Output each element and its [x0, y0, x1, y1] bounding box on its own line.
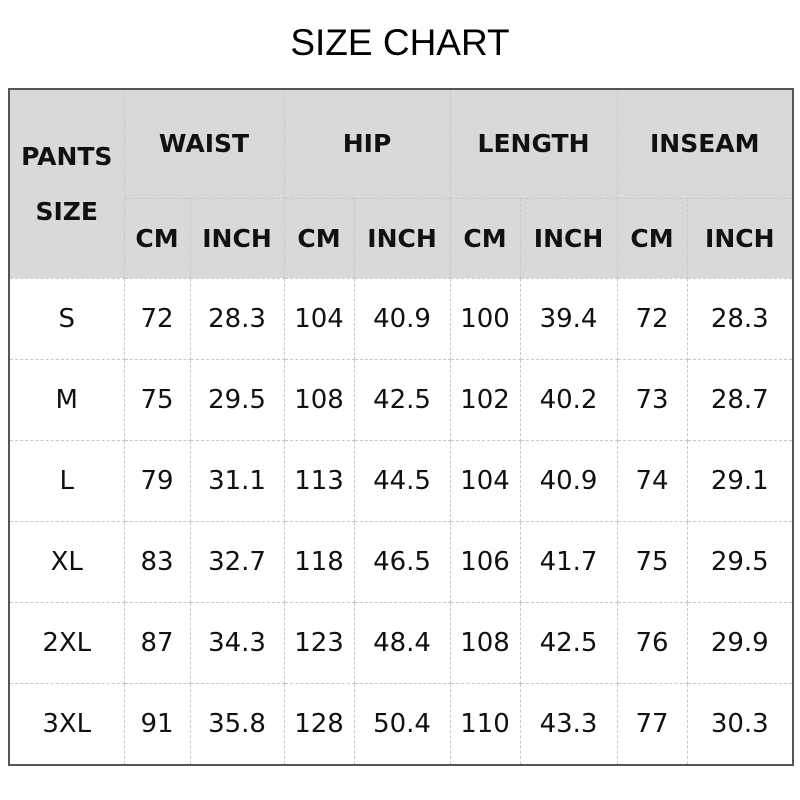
measurement-cell: 83 [123, 520, 191, 603]
measurement-cell: 44.5 [353, 439, 451, 522]
measurement-cell: 29.1 [686, 439, 794, 522]
measurement-cell: 75 [123, 358, 191, 441]
header-row-units: CM INCH CM INCH CM INCH CM INCH [9, 197, 794, 279]
header-row-groups: PANTS SIZE WAIST HIP LENGTH INSEAM [8, 88, 794, 279]
header-length: LENGTH [449, 88, 618, 199]
measurement-cell: 104 [449, 439, 521, 522]
measurement-cell: 102 [449, 358, 521, 441]
measurement-cell: 72 [616, 277, 688, 360]
measurement-cell: 29.9 [686, 601, 794, 684]
measurement-cell: 108 [449, 601, 521, 684]
size-cell: 2XL [8, 601, 125, 684]
measurement-cell: 34.3 [189, 601, 285, 684]
measurement-cell: 74 [616, 439, 688, 522]
measurement-cell: 108 [283, 358, 355, 441]
header-unit-inch: INCH [189, 197, 285, 279]
size-cell: L [8, 439, 125, 522]
size-cell: 3XL [8, 682, 125, 765]
header-unit-cm: CM [283, 197, 355, 279]
measurement-cell: 40.9 [519, 439, 618, 522]
measurement-cell: 123 [283, 601, 355, 684]
size-cell: XL [8, 520, 125, 603]
table-row: S 72 28.3 104 40.9 100 39.4 72 28.3 [8, 277, 794, 360]
measurement-cell: 40.2 [519, 358, 618, 441]
header-inseam: INSEAM [616, 88, 794, 199]
measurement-cell: 72 [123, 277, 191, 360]
measurement-cell: 43.3 [519, 682, 618, 765]
measurement-cell: 77 [616, 682, 688, 765]
measurement-cell: 100 [449, 277, 521, 360]
measurement-cell: 104 [283, 277, 355, 360]
measurement-cell: 28.3 [686, 277, 794, 360]
measurement-cell: 28.3 [189, 277, 285, 360]
header-waist: WAIST [123, 88, 285, 199]
header-unit-cm: CM [616, 197, 688, 279]
table-row: M 75 29.5 108 42.5 102 40.2 73 28.7 [8, 358, 794, 441]
header-pants-size: PANTS SIZE [8, 88, 125, 279]
measurement-cell: 87 [123, 601, 191, 684]
header-hip: HIP [283, 88, 451, 199]
measurement-cell: 29.5 [189, 358, 285, 441]
table-row: 2XL 87 34.3 123 48.4 108 42.5 76 29.9 [8, 601, 794, 684]
measurement-cell: 48.4 [353, 601, 451, 684]
table-row: L 79 31.1 113 44.5 104 40.9 74 29.1 [8, 439, 794, 522]
measurement-cell: 39.4 [519, 277, 618, 360]
measurement-cell: 28.7 [686, 358, 794, 441]
table-row: 3XL 91 35.8 128 50.4 110 43.3 77 30.3 [8, 682, 794, 765]
measurement-cell: 50.4 [353, 682, 451, 765]
measurement-cell: 113 [283, 439, 355, 522]
measurement-cell: 79 [123, 439, 191, 522]
measurement-cell: 128 [283, 682, 355, 765]
measurement-cell: 46.5 [353, 520, 451, 603]
measurement-cell: 30.3 [686, 682, 794, 765]
header-unit-inch: INCH [519, 197, 618, 279]
measurement-cell: 32.7 [189, 520, 285, 603]
measurement-cell: 42.5 [519, 601, 618, 684]
measurement-cell: 76 [616, 601, 688, 684]
size-cell: M [8, 358, 125, 441]
header-unit-inch: INCH [353, 197, 451, 279]
measurement-cell: 31.1 [189, 439, 285, 522]
page-title: SIZE CHART [290, 22, 510, 63]
header-unit-inch: INCH [686, 197, 794, 279]
header-unit-cm: CM [449, 197, 521, 279]
measurement-cell: 42.5 [353, 358, 451, 441]
measurement-cell: 75 [616, 520, 688, 603]
table-row: XL 83 32.7 118 46.5 106 41.7 75 29.5 [8, 520, 794, 603]
measurement-cell: 40.9 [353, 277, 451, 360]
measurement-cell: 91 [123, 682, 191, 765]
measurement-cell: 118 [283, 520, 355, 603]
size-chart-table: PANTS SIZE WAIST HIP LENGTH INSEAM CM INC… [8, 88, 795, 766]
measurement-cell: 41.7 [519, 520, 618, 603]
measurement-cell: 106 [449, 520, 521, 603]
measurement-cell: 110 [449, 682, 521, 765]
size-cell: S [8, 277, 125, 360]
measurement-cell: 35.8 [189, 682, 285, 765]
header-unit-cm: CM [123, 197, 191, 279]
measurement-cell: 73 [616, 358, 688, 441]
measurement-cell: 29.5 [686, 520, 794, 603]
